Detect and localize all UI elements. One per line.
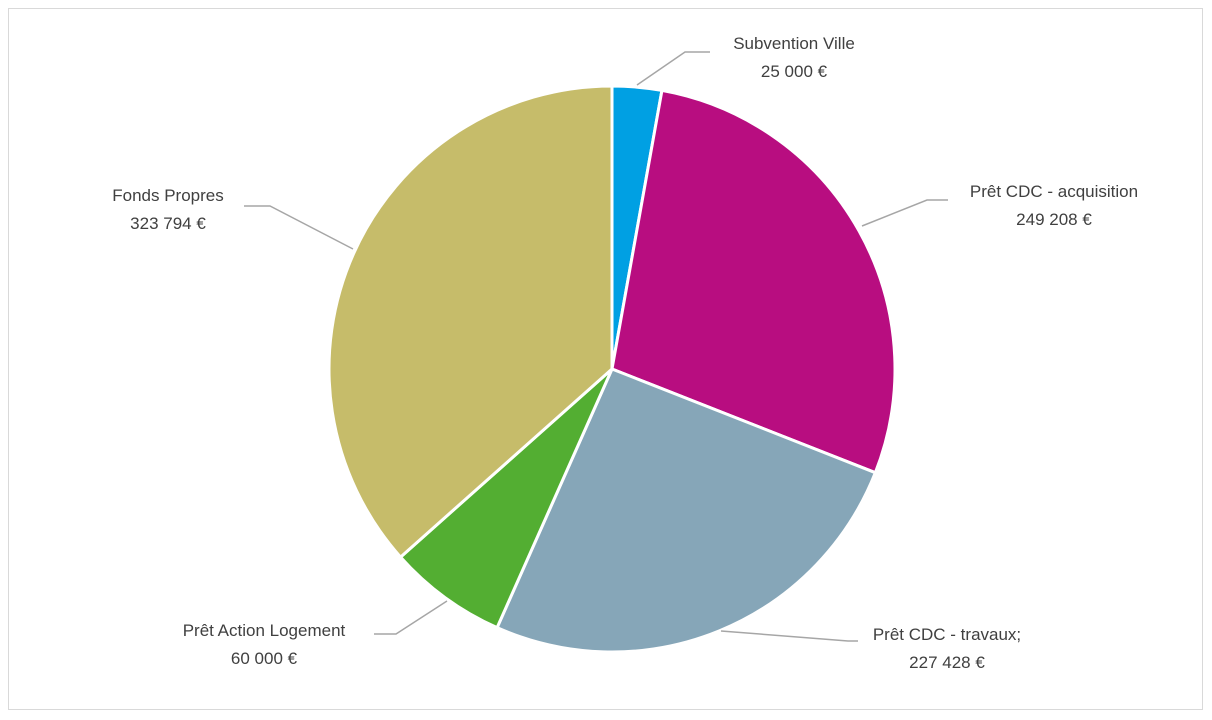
leader-line-3 (720, 630, 858, 642)
slice-value-label-4: 60 000 € (231, 649, 298, 668)
pie-slice-4 (399, 367, 614, 630)
leader-line-1 (636, 51, 710, 86)
slice-value-label-2: 249 208 € (1016, 210, 1092, 229)
slice-value-label-5: 323 794 € (130, 214, 206, 233)
leader-line-2 (861, 199, 948, 227)
pie-slices (327, 84, 897, 654)
slice-label-5: Fonds Propres (112, 186, 224, 205)
data-labels: Subvention Ville 25 000 € Prêt CDC - acqui… (112, 34, 1138, 672)
leader-lines (244, 51, 948, 642)
slice-value-label-1: 25 000 € (761, 62, 828, 81)
pie-slice-2 (610, 88, 897, 475)
pie-slice-5 (327, 84, 614, 559)
leader-line-5 (244, 205, 354, 250)
leader-line-4 (374, 600, 448, 635)
pie-slice-3 (495, 367, 877, 654)
slice-label-3: Prêt CDC - travaux; (873, 625, 1021, 644)
slice-value-label-3: 227 428 € (909, 653, 985, 672)
slice-label-2: Prêt CDC - acquisition (970, 182, 1138, 201)
slice-label-4: Prêt Action Logement (183, 621, 346, 640)
slice-label-1: Subvention Ville (733, 34, 855, 53)
